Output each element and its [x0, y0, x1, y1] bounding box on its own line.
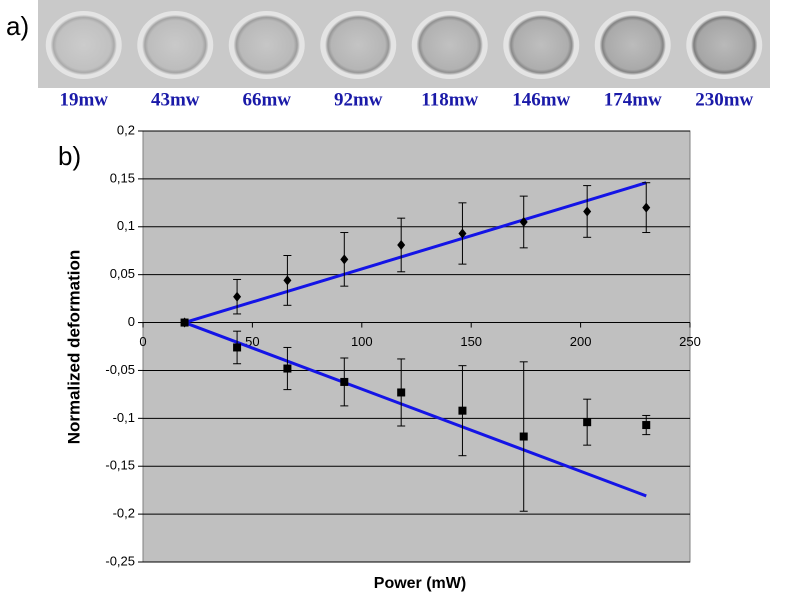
power-labels: 19mw 43mw 66mw 92mw 118mw 146mw 174mw 230mw [59, 89, 753, 110]
disc [325, 15, 392, 75]
marker [519, 216, 528, 227]
marker [458, 406, 467, 415]
panel-label: b) [58, 141, 81, 171]
x-tick-label: 150 [460, 334, 482, 349]
marker [642, 421, 651, 430]
y-tick-label: -0,2 [113, 506, 135, 521]
marker [583, 418, 592, 427]
power-label: 66mw [242, 89, 291, 110]
marker [583, 206, 592, 217]
marker [519, 432, 528, 441]
marker [458, 228, 467, 239]
y-tick-label: -0,1 [113, 410, 135, 425]
power-label: 118mw [421, 89, 478, 110]
x-tick-label: 100 [351, 334, 373, 349]
x-tick-label: 200 [570, 334, 592, 349]
disc [691, 15, 758, 75]
y-tick-label: 0,05 [110, 266, 135, 281]
marker [283, 364, 292, 373]
marker [233, 343, 242, 352]
disc [50, 15, 117, 75]
power-label: 174mw [604, 89, 662, 110]
x-tick-label: 0 [139, 334, 146, 349]
y-tick-label: -0,15 [105, 458, 135, 473]
disc [508, 15, 575, 75]
marker [233, 291, 242, 302]
marker [642, 202, 651, 213]
marker [397, 388, 406, 397]
photo-cells [45, 11, 763, 79]
power-label: 92mw [334, 89, 383, 110]
marker [340, 254, 349, 265]
marker [283, 275, 292, 286]
power-label: 19mw [59, 89, 108, 110]
x-axis-label: Power (mW) [374, 575, 466, 592]
y-axis-label: Normalized deformation [64, 250, 83, 445]
y-tick-label: 0,1 [117, 218, 135, 233]
disc [142, 15, 209, 75]
y-tick-label: -0,05 [105, 362, 135, 377]
panel-label: a) [6, 11, 29, 41]
y-tick-label: 0 [128, 314, 135, 329]
x-tick-label: 250 [679, 334, 701, 349]
fit-line [184, 181, 647, 324]
disc [233, 15, 300, 75]
y-tick-label: 0,2 [117, 122, 135, 137]
power-label: 43mw [151, 89, 200, 110]
power-label: 146mw [512, 89, 570, 110]
y-tick-label: 0,15 [110, 170, 135, 185]
disc [599, 15, 666, 75]
power-label: 230mw [695, 89, 753, 110]
marker [397, 239, 406, 250]
y-tick-label: -0,25 [105, 553, 135, 568]
fit-line [184, 321, 647, 498]
marker [340, 377, 349, 386]
disc [416, 15, 483, 75]
marker [180, 318, 189, 327]
